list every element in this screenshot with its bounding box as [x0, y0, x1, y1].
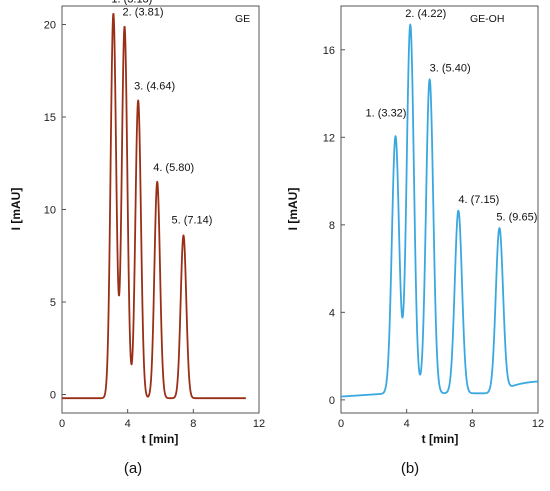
- x-tick-label: 4: [404, 418, 410, 430]
- x-axis-title: t [min]: [422, 432, 459, 446]
- plot-frame: [340, 5, 539, 414]
- panel-caption: (a): [124, 460, 142, 477]
- x-tick-label: 0: [59, 418, 65, 430]
- x-tick-label: 12: [253, 418, 265, 430]
- chart-panel-a: 0 4 8 12 0 5 10 15 20 t [min] I [mAU] GE (a) 1. (3.13…: [9, 0, 265, 477]
- panel-tag: GE-OH: [470, 13, 504, 25]
- peak-label: 4. (7.15): [458, 194, 499, 206]
- y-tick-label: 20: [44, 20, 56, 32]
- panel-tag: GE: [235, 13, 250, 25]
- x-tick-label: 4: [125, 418, 131, 430]
- series-line: [340, 23, 539, 398]
- y-tick-label: 0: [329, 395, 335, 407]
- peak-label: 3. (5.40): [430, 63, 471, 75]
- y-tick-label: 5: [50, 297, 56, 309]
- x-axis-title: t [min]: [142, 432, 179, 446]
- plot-frame: [61, 5, 260, 414]
- chart-panel-b: 0 4 8 12 0 4 8 12 16 t [min] I [mAU] GE-OH (b) 1. (3.…: [286, 5, 544, 477]
- peak-label: 4. (5.80): [153, 162, 194, 174]
- peak-label: 2. (3.81): [123, 6, 164, 18]
- x-tick-label: 0: [338, 418, 344, 430]
- x-tick-label: 8: [469, 418, 475, 430]
- y-tick-label: 0: [50, 390, 56, 402]
- y-tick-label: 4: [329, 307, 335, 319]
- x-tick-label: 12: [532, 418, 544, 430]
- peak-label: 1. (3.13): [111, 0, 152, 5]
- y-tick-label: 15: [44, 112, 56, 124]
- peak-label: 1. (3.32): [366, 107, 407, 119]
- y-axis-title: I [mAU]: [9, 188, 23, 231]
- y-axis-title: I [mAU]: [286, 188, 300, 231]
- panel-caption: (b): [401, 460, 419, 477]
- y-tick-label: 10: [44, 205, 56, 217]
- y-tick-label: 8: [329, 220, 335, 232]
- peak-label: 3. (4.64): [134, 80, 175, 92]
- x-tick-label: 8: [190, 418, 196, 430]
- series-line: [61, 13, 247, 400]
- peak-label: 5. (7.14): [171, 214, 212, 226]
- y-tick-label: 16: [323, 45, 335, 57]
- peak-label: 2. (4.22): [405, 8, 446, 20]
- y-tick-label: 12: [323, 132, 335, 144]
- peak-label: 5. (9.65): [496, 211, 537, 223]
